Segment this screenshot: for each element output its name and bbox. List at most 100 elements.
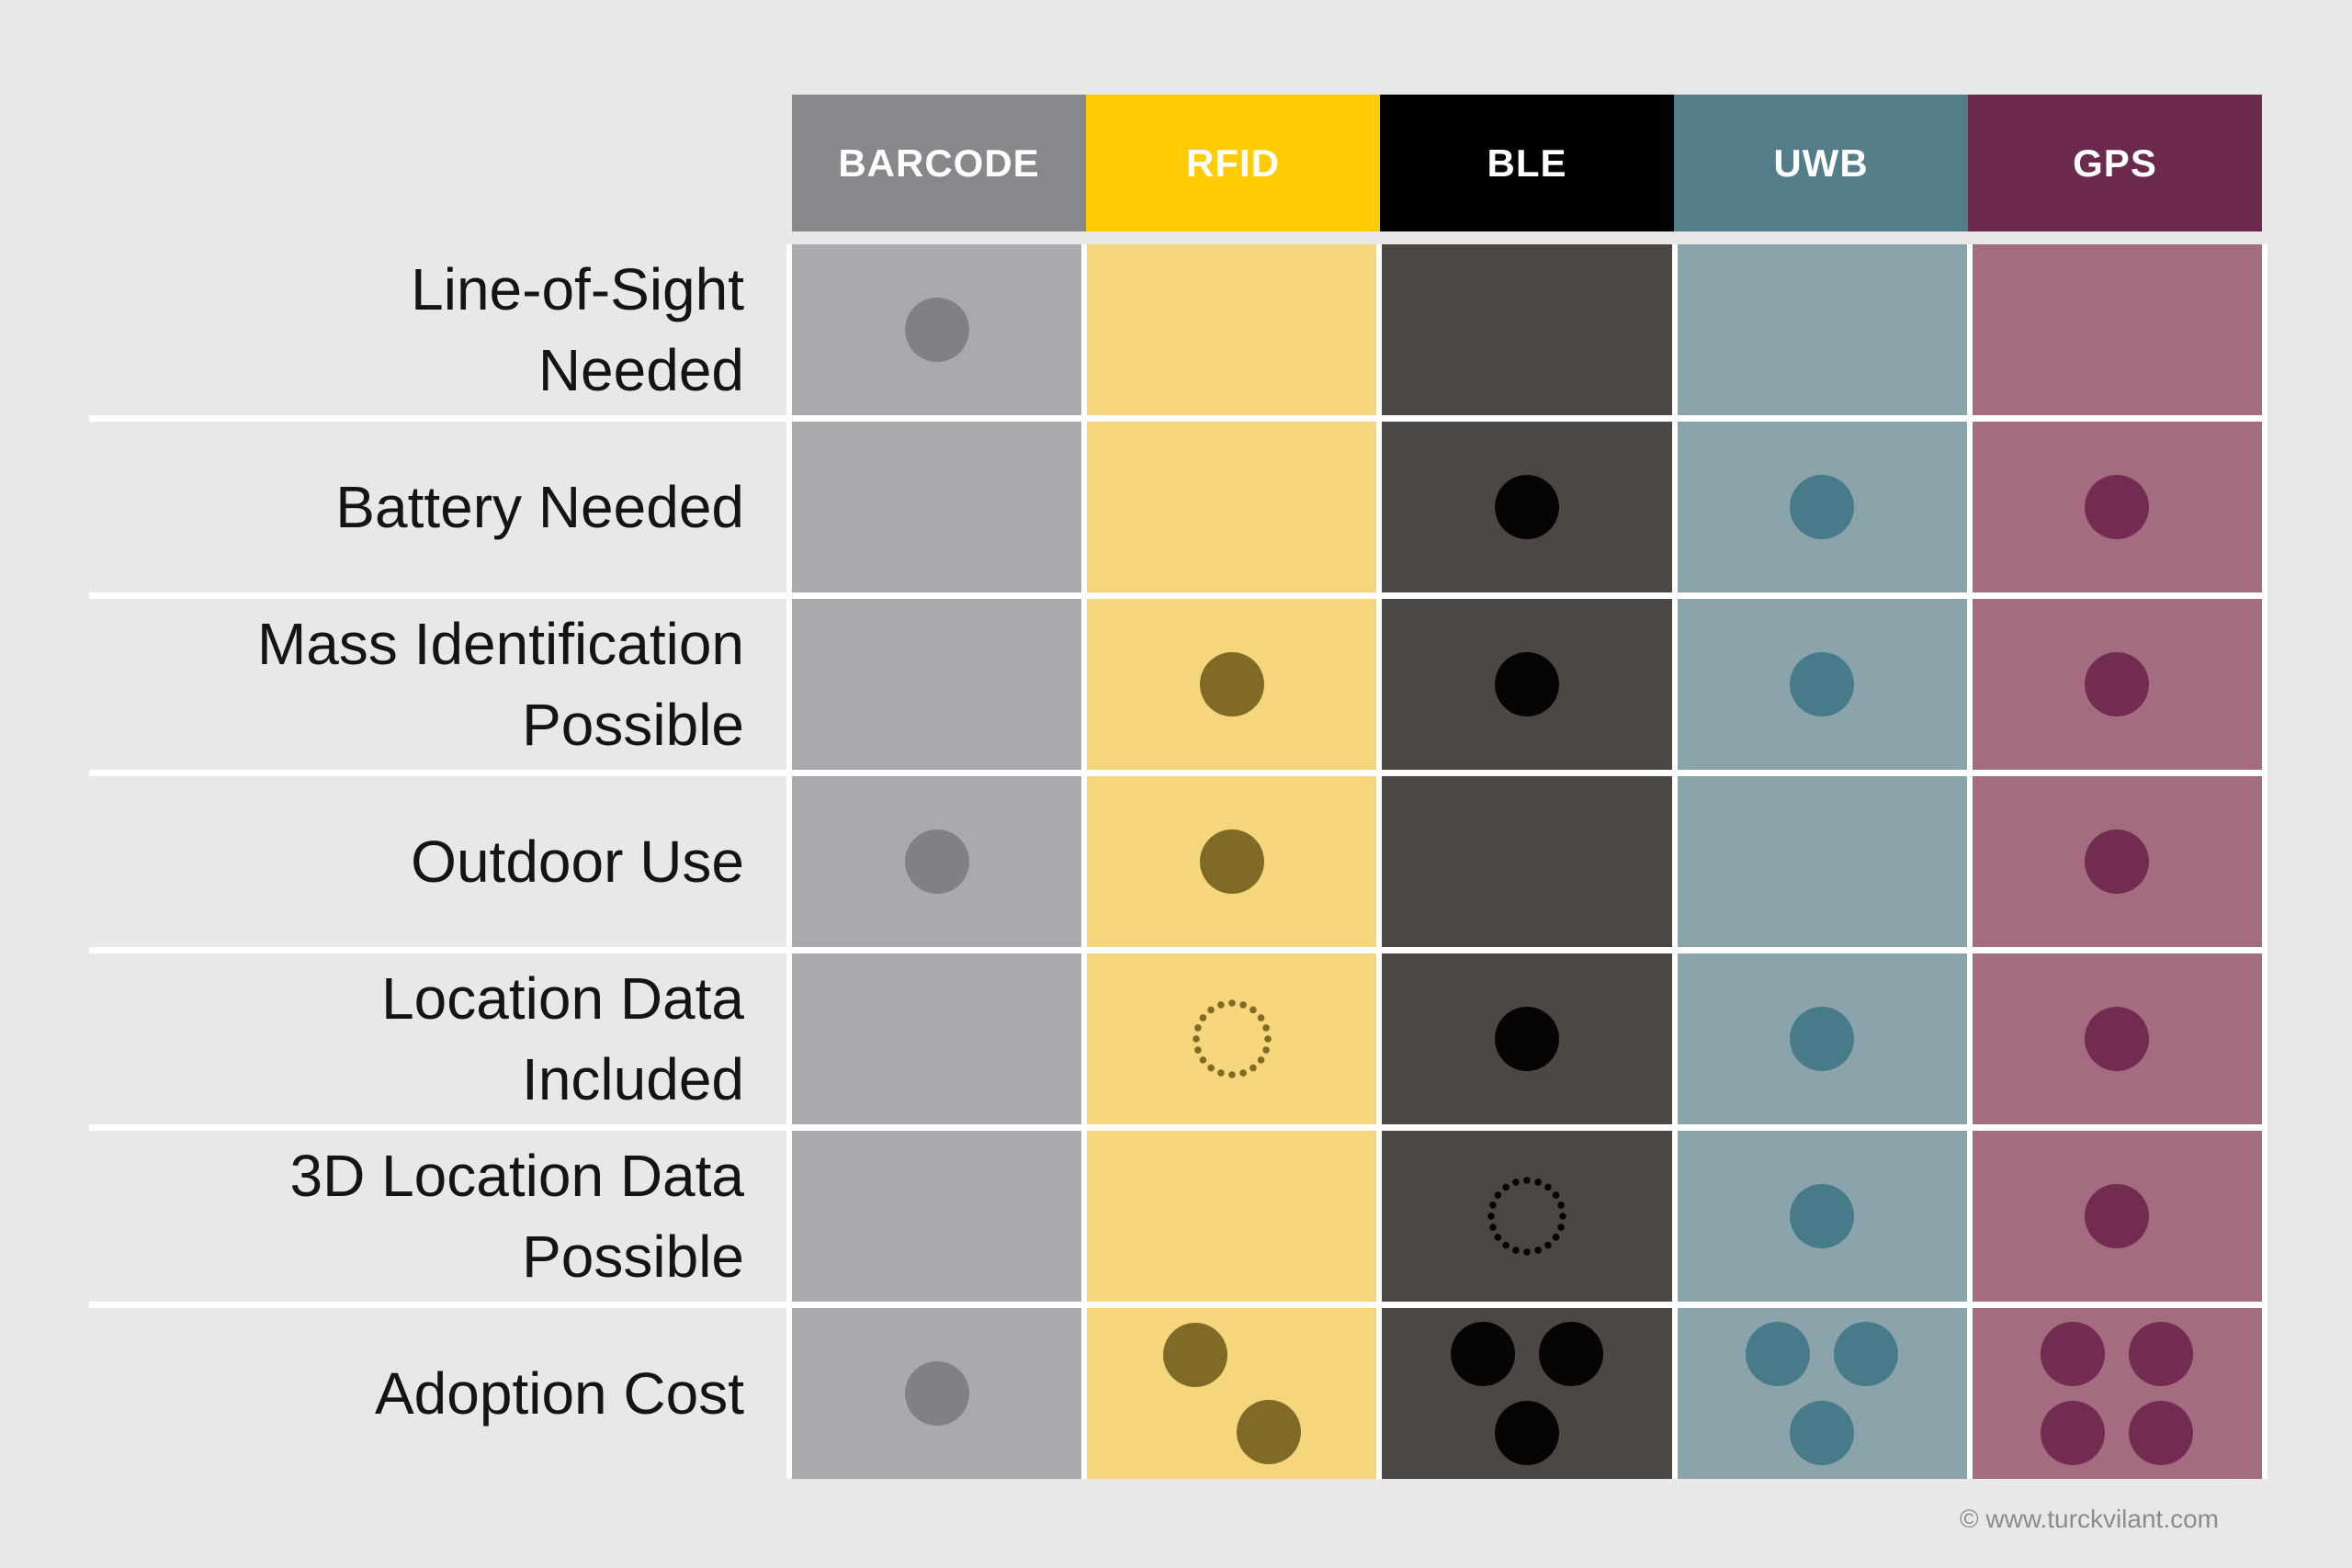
cell-uwb-row1 (1677, 422, 1967, 592)
row-cells (786, 1131, 2267, 1302)
dotted-outline-circle (1192, 999, 1272, 1078)
cell-rfid-row4 (1087, 953, 1377, 1124)
indicator-dot (1495, 1401, 1559, 1465)
cell-ble-row6 (1382, 1308, 1672, 1479)
cell-gps-row2 (1972, 599, 2263, 770)
cell-ble-row5 (1382, 1131, 1672, 1302)
row-label-line: Needed (537, 337, 744, 403)
cell-rfid-row2 (1087, 599, 1377, 770)
cell-uwb-row0 (1677, 244, 1967, 415)
matrix-row-0: Line-of-Sight Needed (89, 244, 2267, 415)
cell-uwb-row6 (1677, 1308, 1967, 1479)
cell-barcode-row0 (792, 244, 1082, 415)
indicator-dot (1162, 1323, 1227, 1387)
cell-barcode-row2 (792, 599, 1082, 770)
row-separator (89, 1302, 2267, 1308)
cell-rfid-row5 (1087, 1131, 1377, 1302)
indicator-dot (1790, 1007, 1855, 1071)
cell-ble-row0 (1382, 244, 1672, 415)
column-header-uwb: UWB (1674, 95, 1968, 231)
cell-gps-row4 (1972, 953, 2263, 1124)
cell-barcode-row3 (792, 776, 1082, 947)
indicator-dot (2085, 652, 2150, 716)
indicator-dot (904, 829, 969, 894)
cell-gps-row5 (1972, 1131, 2263, 1302)
indicator-dot (2129, 1401, 2194, 1465)
row-label: Line-of-Sight Needed (89, 244, 786, 415)
row-label: Location Data Included (89, 953, 786, 1124)
cell-ble-row1 (1382, 422, 1672, 592)
row-label-line: Line-of-Sight (411, 256, 744, 322)
cell-uwb-row2 (1677, 599, 1967, 770)
indicator-dot (2085, 1184, 2150, 1248)
cell-gps-row6 (1972, 1308, 2263, 1479)
row-label: 3D Location Data Possible (89, 1131, 786, 1302)
row-label-line: Possible (522, 1224, 744, 1290)
cell-barcode-row1 (792, 422, 1082, 592)
indicator-dot (904, 1361, 969, 1426)
indicator-dot (2129, 1322, 2194, 1386)
indicator-dot (2085, 829, 2150, 894)
indicator-dot (904, 298, 969, 362)
cell-barcode-row4 (792, 953, 1082, 1124)
cell-gps-row3 (1972, 776, 2263, 947)
indicator-dot (1790, 475, 1855, 539)
row-label: Battery Needed (89, 422, 786, 592)
cell-gps-row1 (1972, 422, 2263, 592)
indicator-dot (2085, 475, 2150, 539)
row-label-line: Battery Needed (335, 474, 744, 540)
dotted-outline-circle (1487, 1177, 1566, 1256)
row-cells (786, 244, 2267, 415)
copyright-text: © www.turckvilant.com (1959, 1505, 2219, 1533)
row-label: Outdoor Use (89, 776, 786, 947)
indicator-dot (1790, 652, 1855, 716)
indicator-dot (1495, 1007, 1559, 1071)
row-separator (89, 770, 2267, 776)
row-cells (786, 953, 2267, 1124)
row-separator (89, 1124, 2267, 1131)
indicator-dot (1746, 1322, 1811, 1386)
cell-uwb-row3 (1677, 776, 1967, 947)
row-separator (89, 592, 2267, 599)
cell-uwb-row4 (1677, 953, 1967, 1124)
row-separator (89, 415, 2267, 422)
matrix-row-5: 3D Location Data Possible (89, 1131, 2267, 1302)
indicator-dot (1790, 1184, 1855, 1248)
indicator-dot (1834, 1322, 1899, 1386)
matrix-row-1: Battery Needed (89, 422, 2267, 592)
cell-ble-row3 (1382, 776, 1672, 947)
row-label-line: Outdoor Use (411, 829, 744, 895)
cell-rfid-row3 (1087, 776, 1377, 947)
row-label-line: Adoption Cost (374, 1360, 744, 1427)
row-label-line: Mass Identification (256, 611, 744, 677)
matrix-row-3: Outdoor Use (89, 776, 2267, 947)
cell-rfid-row0 (1087, 244, 1377, 415)
row-label: Mass Identification Possible (89, 599, 786, 770)
cell-barcode-row5 (792, 1131, 1082, 1302)
cell-ble-row2 (1382, 599, 1672, 770)
indicator-dot (1495, 652, 1559, 716)
indicator-dot (1539, 1322, 1603, 1386)
row-cells (786, 776, 2267, 947)
indicator-dot (1790, 1401, 1855, 1465)
indicator-dot (1199, 652, 1264, 716)
row-cells (786, 599, 2267, 770)
indicator-dot (2041, 1401, 2106, 1465)
column-header-barcode: BARCODE (792, 95, 1086, 231)
column-header-ble: BLE (1380, 95, 1674, 231)
column-header-gps: GPS (1968, 95, 2262, 231)
indicator-dot (1236, 1400, 1301, 1464)
row-label-line: Location Data (381, 965, 744, 1032)
cell-barcode-row6 (792, 1308, 1082, 1479)
indicator-dot (1199, 829, 1264, 894)
row-cells (786, 1308, 2267, 1479)
row-cells (786, 422, 2267, 592)
cell-rfid-row6 (1087, 1308, 1377, 1479)
matrix-row-6: Adoption Cost (89, 1308, 2267, 1479)
cell-ble-row4 (1382, 953, 1672, 1124)
row-label-line: Possible (522, 692, 744, 758)
indicator-dot (2085, 1007, 2150, 1071)
indicator-dot (2041, 1322, 2106, 1386)
matrix-row-4: Location Data Included (89, 953, 2267, 1124)
